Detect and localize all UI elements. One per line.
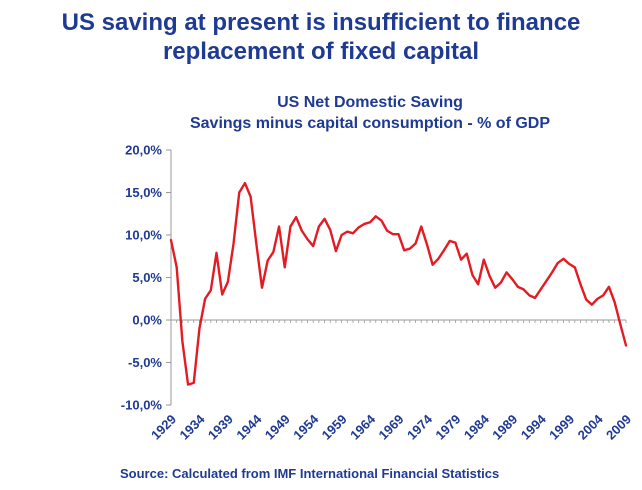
headline-line-2: replacement of fixed capital [162,38,480,65]
x-tick-label: 1944 [233,411,265,443]
x-tick-label: 2009 [603,412,634,443]
chart-title-block: US Net Domestic Saving Savings minus cap… [130,92,610,134]
x-tick-label: 1939 [205,412,236,443]
x-tick-label: 1959 [319,412,350,443]
y-tick-label: 10,0% [125,228,162,243]
headline: US saving at present is insufficient to … [0,8,642,66]
chart-title: US Net Domestic Saving [277,94,463,111]
y-tick-label: 0,0% [132,313,162,328]
x-tick-label: 1954 [290,411,322,443]
x-tick-label: 1934 [177,411,209,443]
source-note: Source: Calculated from IMF Internationa… [120,466,500,481]
y-tick-label: 20,0% [125,143,162,158]
x-tick-label: 1989 [489,412,520,443]
x-tick-label: 1949 [262,412,293,443]
x-tick-label: 1929 [148,412,179,443]
x-tick-label: 1969 [376,412,407,443]
x-tick-label: 1964 [347,411,379,443]
y-tick-label: -10,0% [121,398,163,413]
x-tick-label: 1974 [404,411,436,443]
y-tick-label: -5,0% [128,355,162,370]
headline-line-1: US saving at present is insufficient to … [61,9,581,36]
x-tick-label: 1994 [518,411,550,443]
x-tick-label: 1979 [432,412,463,443]
y-tick-label: 5,0% [132,270,162,285]
x-tick-label: 1984 [461,411,493,443]
x-tick-label: 2004 [575,411,607,443]
x-tick-label: 1999 [546,412,577,443]
chart-subtitle: Savings minus capital consumption - % of… [189,115,551,132]
series-line [169,181,628,386]
y-tick-label: 15,0% [125,185,162,200]
